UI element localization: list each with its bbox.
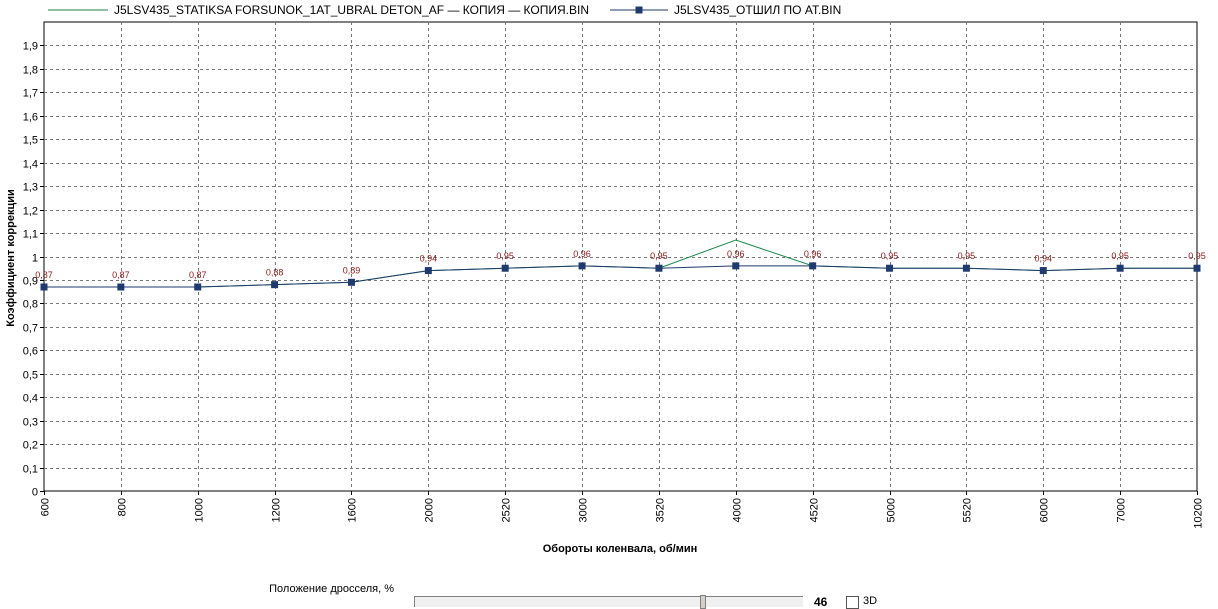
data-label: 0,87: [112, 270, 130, 280]
data-label: 0,95: [650, 251, 668, 261]
data-point: [962, 264, 970, 272]
data-point: [1116, 264, 1124, 272]
x-tick-label: 3520: [655, 498, 667, 522]
y-tick-label: 1,6: [23, 112, 38, 124]
x-tick-label: 1000: [194, 498, 206, 522]
data-label: 0,95: [1111, 251, 1129, 261]
series-line: [44, 239, 1197, 288]
y-tick-label: 1,7: [23, 88, 38, 100]
data-labels: 0,87 0,87 0,87 0,88 0,89 0,94 0,95 0,96 0,95 0,96…: [35, 249, 1206, 280]
series-line: [44, 265, 1197, 288]
y-tick-label: 0,3: [23, 417, 38, 429]
data-label: 0,87: [35, 270, 53, 280]
y-tick-label: 0,8: [23, 299, 38, 311]
data-point: [578, 262, 586, 270]
throttle-slider[interactable]: [414, 596, 803, 607]
data-label: 0,96: [804, 249, 822, 259]
legend-entry-label: J5LSV435_STATIKSA FORSUNOK_1AT_UBRAL DET…: [114, 3, 589, 17]
x-axis-ticks: 600 800 1000 1200 1600 2000 2520 3000 3520 4000 45…: [40, 491, 1205, 529]
data-label: 0,95: [1188, 251, 1206, 261]
data-point: [886, 264, 894, 272]
y-axis-title: Коэффициент коррекции: [5, 189, 17, 327]
legend-swatch-marker: [635, 6, 643, 14]
data-point: [194, 283, 202, 291]
x-tick-label: 2000: [424, 498, 436, 522]
x-tick-label: 800: [117, 498, 129, 516]
data-label: 0,94: [420, 254, 438, 264]
x-tick-label: 7000: [1116, 498, 1128, 522]
x-tick-label: 1200: [271, 498, 283, 522]
x-tick-label: 600: [40, 498, 52, 516]
data-point: [117, 283, 125, 291]
data-label: 0,88: [266, 268, 284, 278]
x-tick-label: 6000: [1039, 498, 1051, 522]
throttle-label: Положение дросселя, %: [269, 583, 394, 595]
y-tick-label: 0: [32, 487, 38, 499]
data-point: [655, 264, 663, 272]
legend-entry-label: J5LSV435_ОТШИЛ ПО AT.BIN: [674, 3, 841, 17]
data-label: 0,95: [958, 251, 976, 261]
data-point: [1039, 267, 1047, 275]
line-chart: J5LSV435_STATIKSA FORSUNOK_1AT_UBRAL DET…: [5, 3, 1206, 555]
y-tick-label: 0,7: [23, 323, 38, 335]
x-tick-label: 2520: [501, 498, 513, 522]
x-tick-label: 5520: [962, 498, 974, 522]
y-tick-label: 1,5: [23, 135, 38, 147]
grid: [44, 22, 1197, 491]
y-tick-label: 1: [32, 253, 38, 265]
data-label: 0,95: [496, 251, 514, 261]
3d-checkbox-label: 3D: [863, 595, 878, 607]
throttle-value: 46: [814, 595, 828, 609]
data-point: [1193, 264, 1201, 272]
y-tick-label: 1,1: [23, 229, 38, 241]
data-point: [424, 267, 432, 275]
throttle-slider-thumb[interactable]: [700, 595, 706, 609]
y-tick-label: 1,3: [23, 182, 38, 194]
y-tick-label: 0,2: [23, 440, 38, 452]
y-tick-label: 0,9: [23, 276, 38, 288]
data-label: 0,89: [343, 265, 361, 275]
legend: J5LSV435_STATIKSA FORSUNOK_1AT_UBRAL DET…: [48, 3, 841, 17]
data-point: [271, 281, 279, 289]
y-tick-label: 0,5: [23, 370, 38, 382]
data-point: [40, 283, 48, 291]
y-axis-ticks: 0 0,1 0,2 0,3 0,4 0,5 0,6 0,7 0,8 0,9 1 1,1 1,2 1,3 1,…: [23, 41, 44, 499]
y-tick-label: 1,8: [23, 65, 38, 77]
y-tick-label: 1,2: [23, 206, 38, 218]
data-point: [347, 278, 355, 286]
data-label: 0,94: [1035, 254, 1053, 264]
data-point: [501, 264, 509, 272]
data-point: [809, 262, 817, 270]
data-point: [732, 262, 740, 270]
data-label: 0,87: [189, 270, 207, 280]
data-label: 0,95: [881, 251, 899, 261]
y-tick-label: 0,6: [23, 346, 38, 358]
x-tick-label: 4000: [732, 498, 744, 522]
y-tick-label: 0,4: [23, 393, 38, 405]
y-tick-label: 1,4: [23, 159, 38, 171]
x-tick-label: 5000: [886, 498, 898, 522]
x-tick-label: 1600: [347, 498, 359, 522]
plot-area: [43, 21, 1198, 492]
3d-checkbox[interactable]: [846, 596, 859, 609]
x-tick-label: 4520: [809, 498, 821, 522]
y-tick-label: 1,9: [23, 41, 38, 53]
x-axis-title: Обороты коленвала, об/мин: [543, 543, 698, 555]
series-group: [40, 239, 1201, 291]
data-label: 0,96: [573, 249, 591, 259]
throttle-panel: Положение дросселя, % 46 3D: [0, 578, 1218, 609]
x-tick-label: 3000: [578, 498, 590, 522]
x-tick-label: 10200: [1193, 498, 1205, 529]
y-tick-label: 0,1: [23, 464, 38, 476]
data-label: 0,96: [727, 249, 745, 259]
